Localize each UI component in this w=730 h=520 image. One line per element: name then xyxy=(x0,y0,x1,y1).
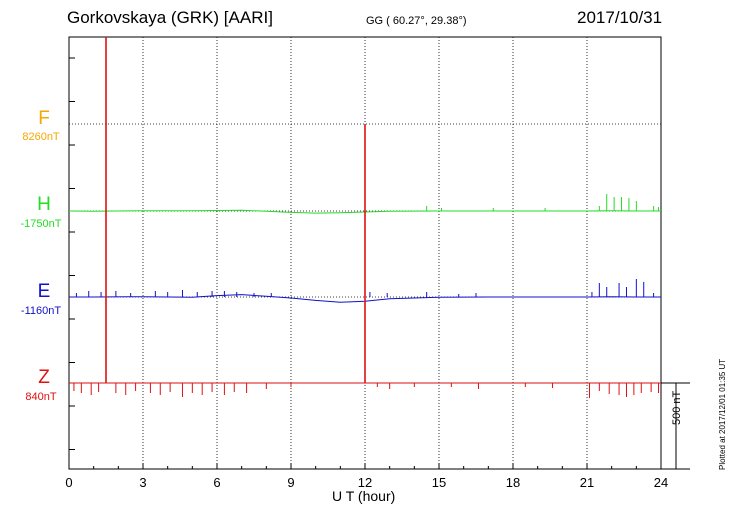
station-title: Gorkovskaya (GRK) [AARI] xyxy=(67,8,273,27)
x-tick-label: 0 xyxy=(65,475,72,490)
component-e-baseline: -1160nT xyxy=(20,305,62,317)
x-axis-label: U T (hour) xyxy=(332,488,396,504)
series-e-line xyxy=(69,294,661,303)
component-f-baseline: 8260nT xyxy=(22,131,60,143)
x-tick-label: 24 xyxy=(654,475,668,490)
x-tick-label: 18 xyxy=(506,475,520,490)
component-h-label: H xyxy=(37,194,51,215)
component-e-label: E xyxy=(37,281,51,302)
x-tick-label: 21 xyxy=(580,475,594,490)
series-h-line xyxy=(68,209,661,214)
component-f-label: F xyxy=(38,108,50,129)
component-z-label: Z xyxy=(38,367,50,388)
scale-bar-label: 500 nT xyxy=(671,390,683,425)
x-tick-label: 12 xyxy=(358,475,372,490)
x-tick-label: 15 xyxy=(432,475,446,490)
geographic-coordinates: GG ( 60.27°, 29.38°) xyxy=(366,15,467,27)
x-tick-label: 9 xyxy=(287,475,294,490)
x-tick-label: 3 xyxy=(139,475,146,490)
component-h-baseline: -1750nT xyxy=(20,218,62,230)
x-tick-label: 6 xyxy=(213,475,220,490)
component-z-baseline: 840nT xyxy=(25,391,57,403)
plotted-timestamp: Plotted at 2017/12/01 01:35 UT xyxy=(718,358,727,470)
plot-date: 2017/10/31 xyxy=(577,8,663,27)
